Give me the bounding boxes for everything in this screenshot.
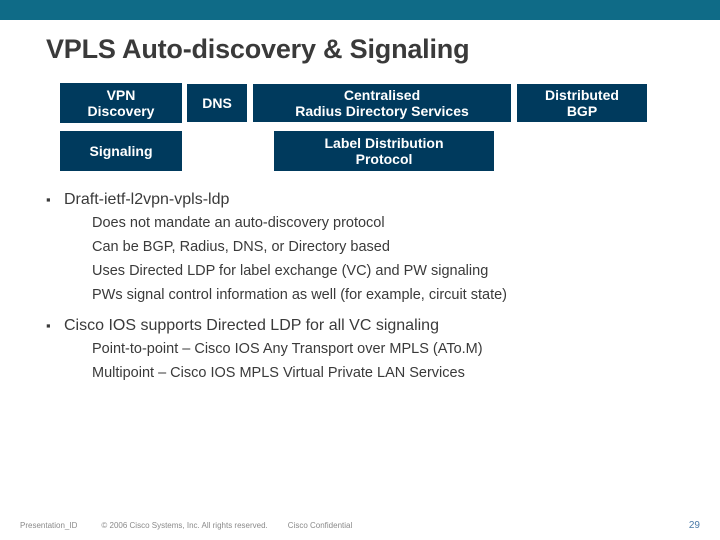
sub-bullet-item: Multipoint – Cisco IOS MPLS Virtual Priv… bbox=[92, 365, 686, 381]
bullet-item: Cisco IOS supports Directed LDP for all … bbox=[46, 317, 686, 381]
slide-footer: Presentation_ID © 2006 Cisco Systems, In… bbox=[20, 520, 700, 531]
sub-bullet-item: PWs signal control information as well (… bbox=[92, 287, 686, 303]
sub-bullet-item: Point-to-point – Cisco IOS Any Transport… bbox=[92, 341, 686, 357]
box-signaling: Signaling bbox=[60, 131, 182, 171]
box-dns: DNS bbox=[186, 83, 248, 123]
footer-page-number: 29 bbox=[689, 520, 700, 531]
diagram-area: VPN Discovery DNS Centralised Radius Dir… bbox=[60, 83, 672, 171]
box-bgp: Distributed BGP bbox=[516, 83, 648, 123]
footer-copyright: © 2006 Cisco Systems, Inc. All rights re… bbox=[101, 521, 267, 530]
slide-body: VPLS Auto-discovery & Signaling VPN Disc… bbox=[0, 20, 720, 540]
bullet-list: Draft-ietf-l2vpn-vpls-ldp Does not manda… bbox=[46, 191, 686, 381]
top-accent-bar bbox=[0, 0, 720, 20]
box-vpn-discovery: VPN Discovery bbox=[60, 83, 182, 123]
box-radius: Centralised Radius Directory Services bbox=[252, 83, 512, 123]
footer-presentation-id: Presentation_ID bbox=[20, 521, 77, 530]
diagram-row-signaling: Signaling Label Distribution Protocol bbox=[60, 131, 672, 171]
bullet-text: Cisco IOS supports Directed LDP for all … bbox=[64, 317, 439, 334]
bullet-item: Draft-ietf-l2vpn-vpls-ldp Does not manda… bbox=[46, 191, 686, 303]
diagram-row-discovery: VPN Discovery DNS Centralised Radius Dir… bbox=[60, 83, 672, 123]
box-ldp: Label Distribution Protocol bbox=[274, 131, 494, 171]
sub-bullet-item: Can be BGP, Radius, DNS, or Directory ba… bbox=[92, 239, 686, 255]
sub-bullet-item: Does not mandate an auto-discovery proto… bbox=[92, 215, 686, 231]
sub-bullet-list: Does not mandate an auto-discovery proto… bbox=[92, 215, 686, 303]
footer-confidential: Cisco Confidential bbox=[288, 521, 352, 530]
bullet-text: Draft-ietf-l2vpn-vpls-ldp bbox=[64, 191, 229, 208]
slide-title: VPLS Auto-discovery & Signaling bbox=[46, 34, 686, 65]
sub-bullet-list: Point-to-point – Cisco IOS Any Transport… bbox=[92, 341, 686, 381]
sub-bullet-item: Uses Directed LDP for label exchange (VC… bbox=[92, 263, 686, 279]
